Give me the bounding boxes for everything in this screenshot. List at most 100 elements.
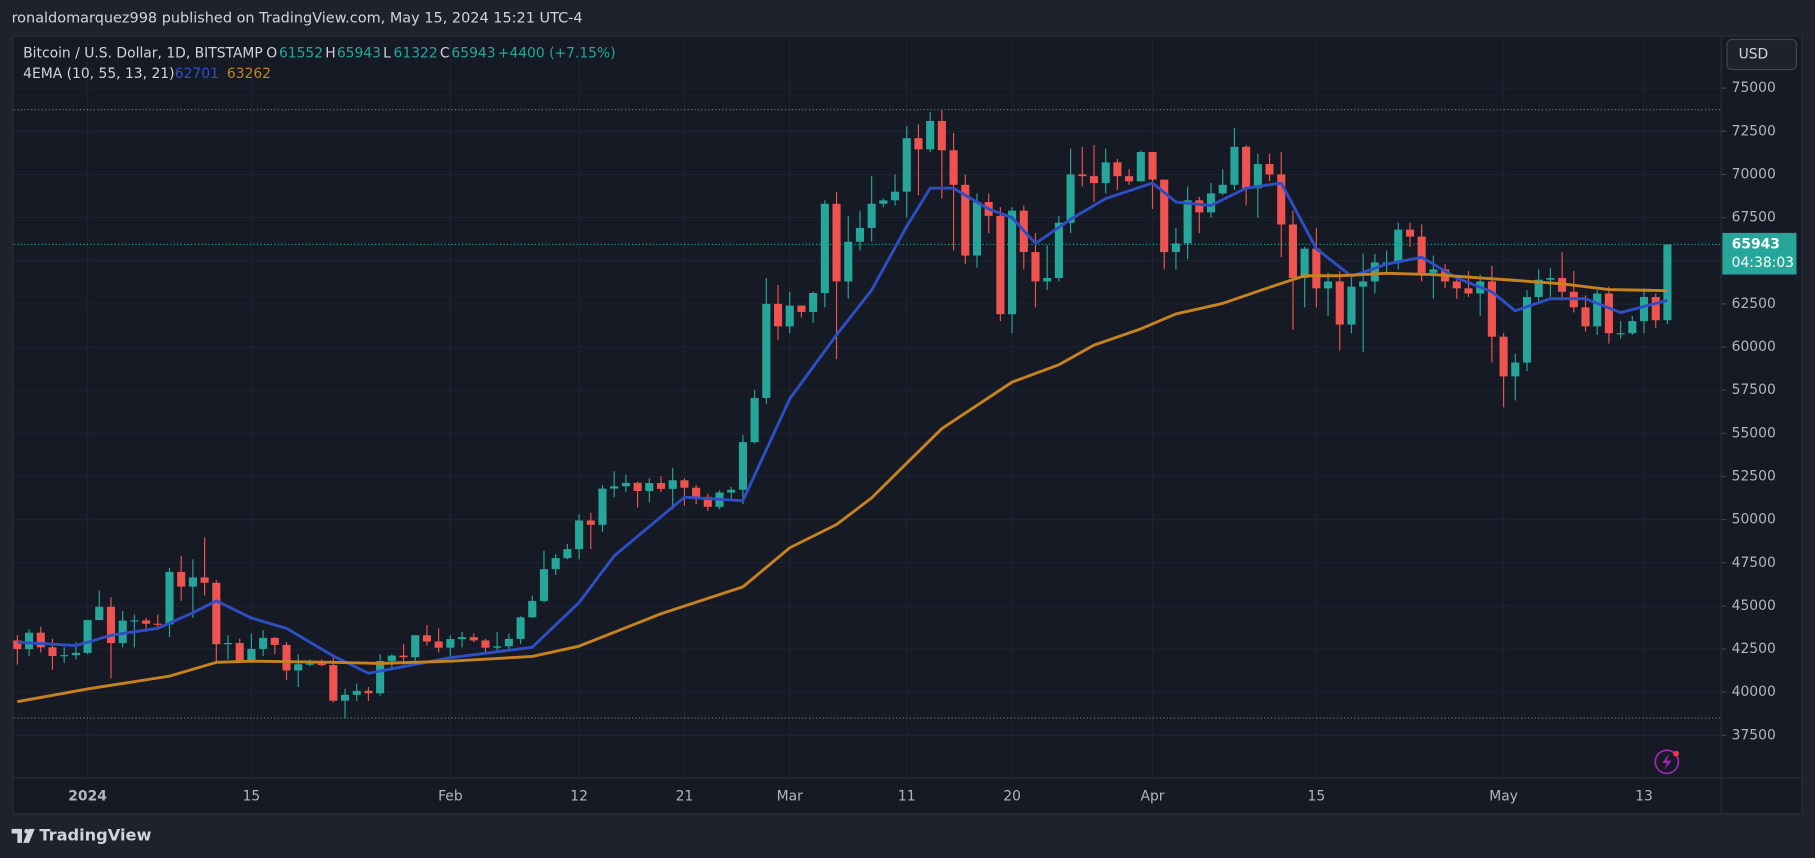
- candle-body: [446, 639, 455, 648]
- footer-logo: [11, 828, 35, 843]
- candle-body: [785, 305, 794, 327]
- candle-body: [1078, 174, 1087, 177]
- alert-icon[interactable]: [1654, 749, 1680, 775]
- candle-body: [949, 150, 958, 185]
- legend: Bitcoin / U.S. Dollar, 1D, BITSTAMP O 61…: [23, 45, 615, 82]
- change: +4400 (+7.15%): [498, 45, 616, 61]
- candle-body: [1288, 224, 1297, 278]
- candle-body: [329, 665, 338, 701]
- x-tick-label: 13: [1635, 789, 1653, 805]
- candle-body: [1546, 277, 1555, 280]
- indicator: 4EMA (10, 55, 13, 21): [23, 66, 174, 82]
- candle-body: [1043, 277, 1052, 282]
- candle-body: [13, 640, 22, 650]
- currency[interactable]: USD: [1739, 47, 1769, 63]
- candle-body: [411, 635, 420, 658]
- candle-body: [130, 620, 139, 622]
- candle-body: [1417, 236, 1426, 273]
- y-tick-label: 42500: [1732, 641, 1776, 657]
- candle-body: [855, 227, 865, 242]
- candle-body: [95, 606, 104, 621]
- candle-body: [539, 569, 549, 601]
- y-tick-label: 67500: [1732, 210, 1776, 226]
- candle-body: [1324, 281, 1333, 289]
- candle-body: [633, 482, 642, 491]
- candle-body: [902, 138, 911, 192]
- candle-body: [177, 571, 186, 587]
- candle-body: [1242, 146, 1251, 189]
- candle-body: [200, 577, 209, 583]
- x-tick-label: 21: [676, 789, 694, 805]
- candle-body: [1300, 248, 1309, 278]
- ohlc-label: L: [383, 45, 391, 61]
- candle-body: [692, 487, 701, 497]
- candle-body: [481, 640, 490, 648]
- candle-body: [399, 655, 408, 658]
- y-tick-label: 70000: [1732, 166, 1776, 182]
- candle-body: [458, 637, 467, 640]
- candle-body: [270, 637, 279, 645]
- candle-body: [223, 643, 233, 645]
- candle-body: [48, 647, 57, 656]
- candle-body: [1499, 336, 1508, 377]
- candle-body: [516, 617, 525, 639]
- published-note: ronaldomarquez998 published on TradingVi…: [12, 11, 583, 27]
- y-tick-label: 47500: [1732, 555, 1776, 571]
- open-value: 61552: [279, 45, 323, 61]
- candle-body: [493, 646, 502, 648]
- x-tick-label: Feb: [438, 789, 463, 805]
- candle-body: [1183, 200, 1192, 244]
- candle-body: [1160, 179, 1169, 253]
- candle-body: [1581, 307, 1590, 327]
- candle-body: [1171, 243, 1180, 253]
- candle-body: [60, 655, 69, 657]
- candle-body: [1359, 281, 1368, 287]
- candle-body: [1136, 151, 1145, 182]
- candle-body: [1511, 362, 1520, 377]
- candle-body: [844, 241, 853, 282]
- candle-body: [797, 305, 806, 312]
- candle-body: [165, 571, 174, 625]
- candle-body: [820, 203, 829, 294]
- x-tick-label: 15: [243, 789, 261, 805]
- high-value: 65943: [337, 45, 381, 61]
- candle-body: [1008, 210, 1017, 315]
- candle-body: [773, 303, 783, 327]
- candle-body: [188, 577, 197, 587]
- candle-body: [832, 203, 841, 282]
- candle-body: [376, 660, 385, 694]
- candle-body: [1370, 262, 1379, 282]
- candle-body: [1616, 333, 1625, 335]
- symbol: Bitcoin / U.S. Dollar, 1D, BITSTAMP: [23, 45, 263, 61]
- candle-body: [891, 191, 900, 201]
- candle-body: [1031, 252, 1040, 282]
- candle-body: [867, 203, 876, 228]
- candle-body: [610, 486, 619, 489]
- candle-body: [212, 582, 221, 645]
- candle-body: [680, 480, 689, 488]
- candle-body: [1452, 281, 1461, 289]
- candle-body: [1148, 151, 1157, 180]
- candle-body: [1206, 193, 1216, 213]
- candle-body: [551, 558, 560, 570]
- candle-body: [656, 483, 666, 489]
- candle-body: [434, 641, 443, 648]
- candle-body: [1101, 162, 1110, 184]
- candle-body: [294, 664, 303, 671]
- candle-body: [1113, 162, 1122, 177]
- countdown: 04:38:03: [1732, 255, 1794, 271]
- currency-button[interactable]: [1726, 38, 1798, 71]
- candle-body: [1487, 281, 1496, 337]
- candle-body: [1639, 296, 1649, 322]
- candle-body: [586, 520, 595, 525]
- candle-body: [926, 120, 935, 150]
- candle-body: [1253, 164, 1262, 189]
- y-tick-label: 62500: [1732, 296, 1776, 312]
- candle-body: [1089, 176, 1099, 184]
- ema-value: 63262: [227, 66, 271, 82]
- last-price-label: 65943 04:38:03: [1722, 232, 1797, 275]
- brand: TradingView: [39, 825, 151, 844]
- candle-body: [1312, 248, 1321, 289]
